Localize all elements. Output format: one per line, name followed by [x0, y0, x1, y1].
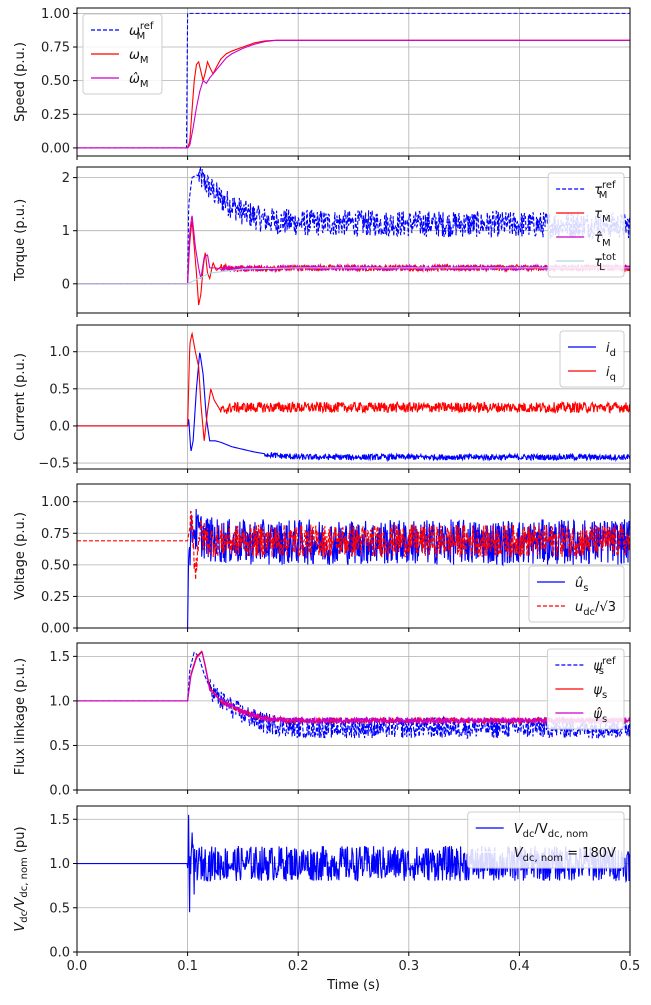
panel-vdc: 0.0 0.5 1.0 1.5 0.0 0.1 0.2 0.3 0.4 0.5 Time (s) Vd…	[13, 805, 641, 993]
y-tick-label: 0.75	[41, 41, 70, 56]
svg-text:udc/√3: udc/√3	[575, 600, 616, 618]
y-tick-label: 0.0	[49, 946, 70, 961]
y-tick-label: 1.00	[41, 7, 70, 22]
plot-frame	[76, 805, 631, 953]
panel-torque: 0 1 2 Torque (p.u.) τref M τM τ̂M τtot L	[13, 166, 631, 317]
y-tick-label: 0.5	[49, 739, 70, 754]
svg-text:id: id	[606, 341, 616, 359]
y-tick-label: 1.00	[41, 495, 70, 510]
legend-entry: ψ̂s	[555, 707, 607, 725]
legend-entry: Vdc, nom = 180V	[475, 846, 616, 864]
y-tick-label: 1.5	[49, 813, 70, 828]
legend-entry: τref M	[556, 180, 616, 201]
y-tick-label: 0.0	[49, 784, 70, 799]
y-tick-label: 0.75	[41, 527, 70, 542]
y-axis-label: Current (p.u.)	[13, 353, 28, 441]
series-line-voltage	[77, 510, 630, 580]
panel-flux: 0.0 0.5 1.0 1.5 Flux linkage (p.u.) ψref s ψs ψ̂…	[13, 642, 631, 799]
x-tick-label: 0.5	[620, 959, 641, 974]
y-tick-label: 0.5	[49, 901, 70, 916]
x-axis-label: Time (s)	[326, 978, 380, 993]
y-tick-label: 0.00	[41, 622, 70, 637]
series-line-speed	[77, 39, 630, 149]
legend-entry: iq	[568, 365, 616, 383]
y-tick-label: 0.50	[41, 558, 70, 573]
legend-entry: id	[568, 341, 616, 359]
y-axis-label: Vdc/Vdc, nom (pu)	[13, 826, 30, 931]
y-tick-label: 0.0	[49, 419, 70, 434]
svg-text:ω̂M: ω̂M	[129, 72, 149, 90]
y-tick-label: 1.5	[49, 650, 70, 665]
x-tick-label: 0.3	[398, 959, 419, 974]
x-tick-label: 0.4	[509, 959, 530, 974]
y-axis-label: Speed (p.u.)	[13, 42, 28, 122]
y-tick-label: 1	[62, 224, 70, 239]
svg-text:Vdc, nom = 180V: Vdc, nom = 180V	[514, 846, 616, 864]
y-tick-label: 0.25	[41, 108, 70, 123]
y-tick-label: 1.0	[49, 694, 70, 709]
y-tick-label: 0	[62, 277, 70, 292]
y-axis-label: Torque (p.u.)	[13, 199, 28, 282]
svg-text:ωM: ωM	[129, 48, 149, 66]
y-tick-label: 1.0	[49, 857, 70, 872]
legend-current: id iq	[559, 330, 625, 388]
svg-text:τ̂M: τ̂M	[594, 231, 610, 249]
svg-text:ψs: ψs	[593, 683, 607, 701]
plot-frame	[76, 7, 631, 157]
legend-entry: ûs	[536, 576, 588, 594]
legend-entry: ψs	[555, 683, 607, 701]
y-tick-label: 0.5	[49, 382, 70, 397]
y-tick-label: 2	[62, 171, 70, 186]
panel-current: −0.5 0.0 0.5 1.0 Current (p.u.) id iq	[13, 324, 631, 473]
plot-frame	[76, 324, 631, 470]
plot-frame	[76, 483, 631, 629]
y-axis-label: Flux linkage (p.u.)	[13, 658, 28, 775]
series-line-speed	[77, 39, 630, 149]
plot-frame	[76, 166, 631, 314]
legend-vdc: Vdc/Vdc, nom Vdc, nom = 180V	[467, 811, 625, 869]
plot-frame	[76, 642, 631, 791]
y-axis-label: Voltage (p.u.)	[13, 512, 28, 600]
svg-text:τM: τM	[594, 207, 610, 225]
legend-entry: ψref s	[555, 656, 616, 677]
legend-voltage: ûs udc/√3	[528, 565, 625, 623]
series-line-current	[77, 331, 630, 441]
x-tick-label: 0.2	[288, 959, 309, 974]
x-tick-label: 0.1	[177, 959, 198, 974]
panel-voltage: 0.00 0.25 0.50 0.75 1.00 Voltage (p.u.) ûs udc/…	[13, 483, 631, 637]
legend-entry: τM	[556, 207, 611, 225]
series-line-voltage	[77, 508, 630, 628]
series-line-torque	[77, 221, 630, 306]
y-tick-label: −0.5	[38, 457, 70, 472]
legend-entry: τtot L	[556, 252, 616, 273]
y-tick-label: 1.0	[49, 345, 70, 360]
legend-flux: ψref s ψs ψ̂s	[546, 648, 625, 730]
legend-torque: τref M τM τ̂M τtot L	[547, 172, 625, 278]
svg-text:ûs: ûs	[575, 576, 588, 594]
series-line-torque	[77, 267, 630, 285]
legend-entry: ωref M	[91, 21, 154, 42]
legend-entry: τ̂M	[556, 231, 611, 249]
legend-entry: Vdc/Vdc, nom	[475, 822, 588, 840]
legend-entry: ωM	[91, 48, 149, 66]
svg-text:iq: iq	[606, 365, 616, 383]
svg-text:Vdc/Vdc, nom: Vdc/Vdc, nom	[514, 822, 588, 840]
svg-text:ψ̂s: ψ̂s	[593, 707, 607, 725]
y-tick-label: 0.25	[41, 590, 70, 605]
legend-speed: ωref M ωM ω̂M	[82, 13, 163, 95]
x-tick-label: 0.0	[67, 959, 88, 974]
legend-entry: udc/√3	[536, 600, 616, 618]
y-tick-label: 0.00	[41, 141, 70, 156]
series-line-flux	[77, 651, 630, 726]
y-tick-label: 0.50	[41, 74, 70, 89]
legend-entry: ω̂M	[91, 72, 149, 90]
